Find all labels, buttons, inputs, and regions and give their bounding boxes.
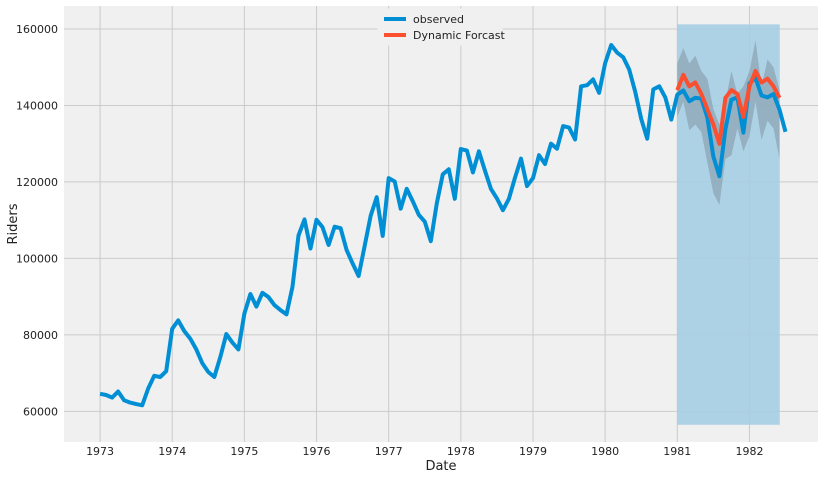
observed-line (99, 43, 788, 408)
y-tick-label: 140000 (16, 99, 58, 112)
x-tick-label: 1976 (303, 445, 331, 458)
x-tick-label: 1978 (447, 445, 475, 458)
x-axis-label: Date (425, 459, 456, 474)
x-tick-label: 1980 (591, 445, 619, 458)
y-tick-label: 60000 (23, 405, 58, 418)
y-tick-label: 160000 (16, 23, 58, 36)
y-axis-label: Riders (6, 203, 21, 244)
x-tick-label: 1975 (230, 445, 258, 458)
x-tick-label: 1977 (375, 445, 403, 458)
x-tick-label: 1974 (158, 445, 186, 458)
x-tick-label: 1982 (735, 445, 763, 458)
x-tick-label: 1979 (519, 445, 547, 458)
y-tick-label: 100000 (16, 252, 58, 265)
legend: observed Dynamic Forcast (377, 8, 505, 46)
x-tick-label: 1981 (663, 445, 691, 458)
y-tick-labels: 60000 80000 100000 120000 140000 160000 (16, 23, 58, 418)
forecast-line (675, 69, 782, 146)
y-tick-label: 80000 (23, 329, 58, 342)
y-tick-label: 120000 (16, 176, 58, 189)
legend-label-observed: observed (413, 13, 464, 26)
x-tick-labels: 1973 1974 1975 1976 1977 1978 1979 1980 1981 1982 (86, 445, 763, 458)
series-line-layer (99, 43, 788, 408)
x-tick-label: 1973 (86, 445, 114, 458)
legend-label-forecast: Dynamic Forcast (413, 29, 505, 42)
legend-box (377, 8, 503, 46)
